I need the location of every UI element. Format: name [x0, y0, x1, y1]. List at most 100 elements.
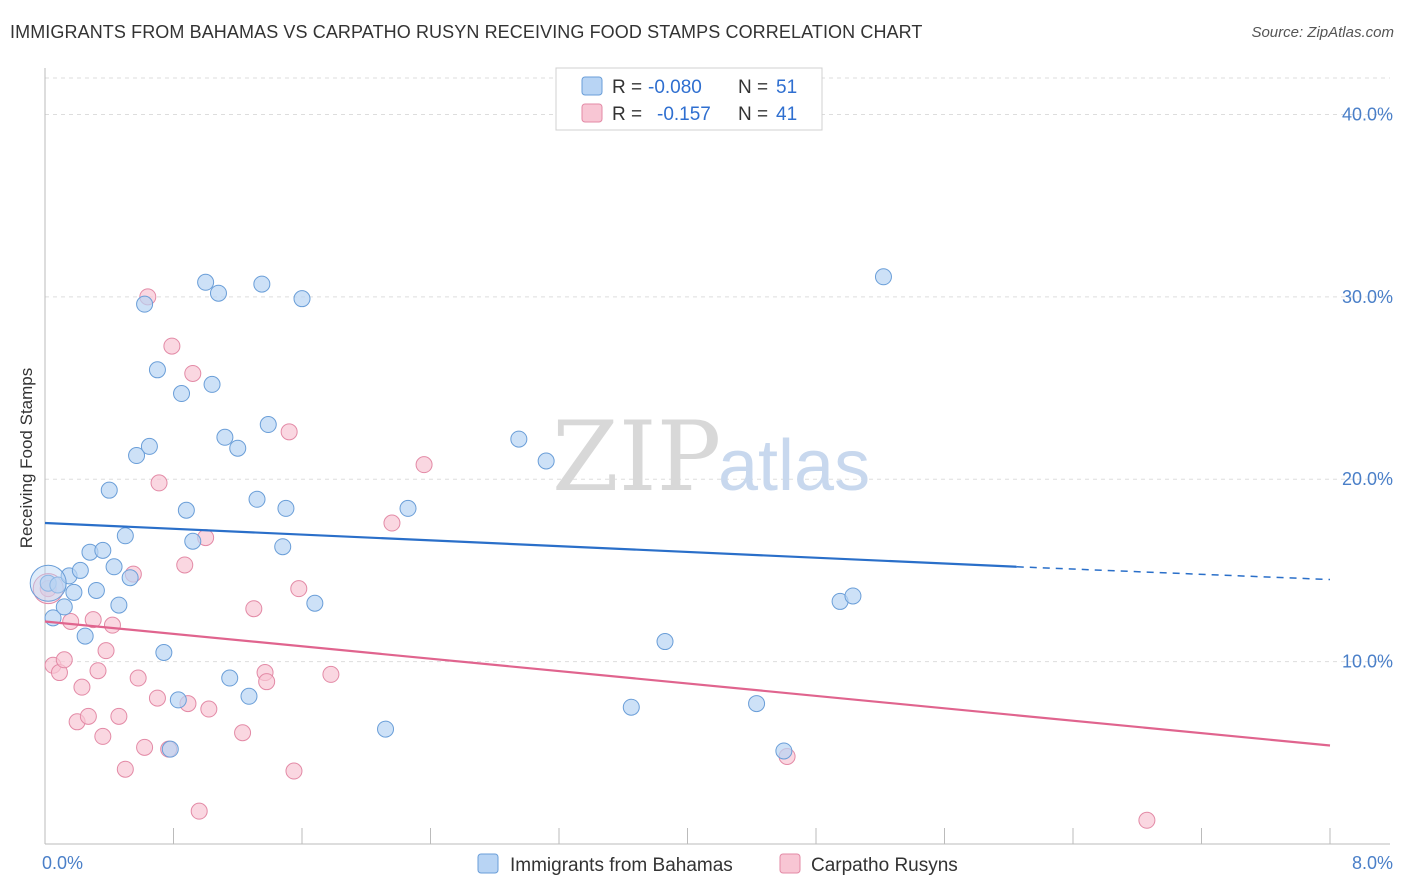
- x-tick-label: 8.0%: [1352, 853, 1393, 873]
- bahamas-trend-line: [44, 521, 1017, 568]
- bottom-legend-swatch-pink: [779, 853, 801, 874]
- bahamas-point: [203, 375, 221, 393]
- rusyn-point: [89, 662, 107, 680]
- legend-swatch-pink: [581, 103, 603, 123]
- bahamas-point: [510, 430, 528, 448]
- bahamas-point: [148, 361, 166, 379]
- chart-title: IMMIGRANTS FROM BAHAMAS VS CARPATHO RUSY…: [10, 22, 923, 42]
- bahamas-point: [748, 695, 766, 713]
- rusyn-point: [383, 514, 401, 532]
- bahamas-point: [399, 499, 417, 517]
- rusyn-point: [322, 665, 340, 683]
- bahamas-point: [65, 583, 83, 601]
- legend-n-value: 51: [776, 77, 797, 98]
- legend-r-value: -0.080: [648, 77, 702, 98]
- bahamas-point: [184, 532, 202, 550]
- bahamas-point: [656, 633, 674, 651]
- bahamas-point: [216, 428, 234, 446]
- bahamas-point: [248, 490, 266, 508]
- y-tick-label: 30.0%: [1342, 287, 1393, 307]
- rusyn-point: [62, 612, 80, 630]
- rusyn-point: [150, 474, 168, 492]
- bahamas-point: [177, 501, 195, 519]
- rusyn-point: [200, 700, 218, 718]
- bahamas-point: [377, 720, 395, 738]
- axes: [44, 68, 1390, 845]
- y-tick-label: 20.0%: [1342, 469, 1393, 489]
- bahamas-point: [209, 284, 227, 302]
- rusyn-point: [290, 580, 308, 598]
- bahamas-point: [116, 527, 134, 545]
- x-tick-label: 0.0%: [42, 853, 83, 873]
- rusyn-point: [245, 600, 263, 618]
- legend-r-label: R =: [612, 77, 642, 98]
- bahamas-point: [87, 581, 105, 599]
- watermark: ZIP atlas: [552, 401, 870, 513]
- bahamas-point: [155, 644, 173, 661]
- watermark-atlas: atlas: [718, 426, 870, 506]
- bahamas-point: [76, 627, 94, 645]
- bahamas-point: [105, 558, 123, 576]
- rusyn-point: [79, 707, 97, 725]
- series-bahamas-points: [29, 268, 892, 760]
- y-tick-label: 10.0%: [1342, 652, 1393, 672]
- bahamas-point: [277, 499, 295, 517]
- bahamas-point: [161, 740, 179, 758]
- bottom-legend-rusyns: Carpatho Rusyns: [811, 855, 958, 876]
- bahamas-point: [94, 541, 112, 559]
- legend-n-value: 41: [776, 104, 797, 125]
- bahamas-point: [100, 481, 118, 499]
- rusyn-point: [73, 678, 91, 696]
- bahamas-point: [306, 594, 324, 612]
- rusyn-point: [116, 760, 134, 778]
- bahamas-point: [55, 598, 73, 616]
- rusyn-point: [190, 802, 208, 820]
- y-tick-labels: 10.0% 20.0% 30.0% 40.0%: [1342, 104, 1393, 671]
- bahamas-point: [253, 275, 271, 293]
- rusyn-point: [184, 364, 202, 382]
- rusyn-trend-line: [44, 620, 1331, 747]
- y-tick-label: 40.0%: [1342, 104, 1393, 124]
- rusyn-point: [176, 556, 194, 574]
- rusyn-point: [94, 727, 112, 745]
- rusyn-point: [285, 762, 303, 780]
- series-legend: Immigrants from Bahamas Carpatho Rusyns: [477, 853, 958, 876]
- rusyn-point: [103, 616, 121, 634]
- bahamas-point-cluster: [29, 564, 67, 602]
- rusyn-point: [110, 707, 128, 725]
- legend-swatch-blue: [581, 76, 603, 96]
- correlation-legend: R = -0.080 N = 51 R = -0.157 N = 41: [555, 67, 823, 131]
- rusyn-point: [1138, 811, 1156, 829]
- bahamas-point: [121, 569, 139, 587]
- bahamas-point: [110, 596, 128, 614]
- bottom-legend-bahamas: Immigrants from Bahamas: [510, 855, 733, 876]
- rusyn-point: [163, 337, 181, 355]
- rusyn-point: [136, 738, 154, 756]
- bahamas-point: [844, 587, 862, 605]
- rusyn-point: [280, 423, 298, 441]
- series-carpatho-rusyns-points: [32, 288, 1156, 829]
- bahamas-point: [240, 687, 258, 705]
- bahamas-point: [537, 452, 555, 470]
- legend-r-value: -0.157: [657, 104, 711, 125]
- legend-n-label: N =: [738, 77, 768, 98]
- bahamas-point: [775, 742, 793, 760]
- legend-n-label: N =: [738, 104, 768, 125]
- trend-lines: [44, 521, 1331, 747]
- rusyn-point: [234, 724, 252, 742]
- bahamas-point: [197, 273, 215, 291]
- bahamas-point: [293, 290, 311, 308]
- bahamas-point: [622, 698, 640, 716]
- rusyn-point: [148, 689, 166, 707]
- watermark-zip: ZIP: [552, 401, 721, 513]
- bahamas-point: [229, 439, 247, 457]
- y-axis-label: Receiving Food Stamps: [17, 368, 36, 548]
- bottom-legend-swatch-blue: [477, 853, 499, 874]
- bahamas-point: [128, 447, 146, 465]
- bahamas-point: [221, 669, 239, 687]
- rusyn-point: [97, 642, 115, 660]
- rusyn-point: [55, 651, 73, 669]
- legend-r-label: R =: [612, 104, 642, 125]
- bahamas-point: [136, 295, 154, 313]
